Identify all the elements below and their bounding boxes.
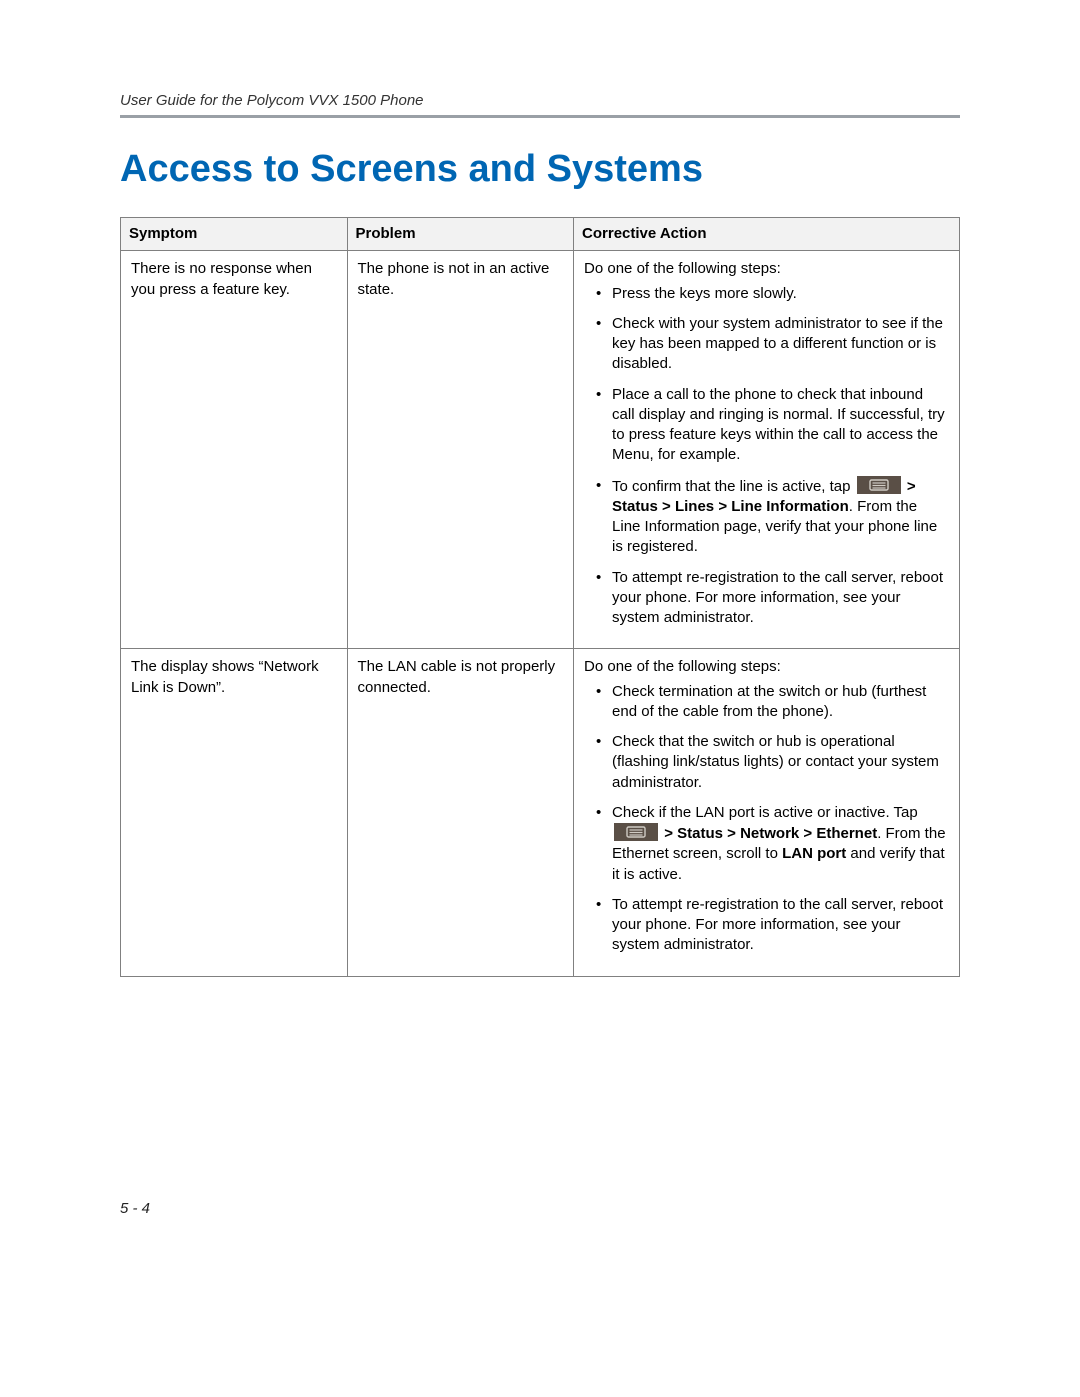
action-intro: Do one of the following steps: [584,657,949,677]
menu-icon [857,476,901,494]
page-number: 5 - 4 [120,1200,150,1217]
troubleshoot-table: Symptom Problem Corrective Action There … [120,217,960,977]
header-rule [120,115,960,118]
table-row: The display shows “Network Link is Down”… [121,649,960,976]
action-list: Press the keys more slowly. Check with y… [584,284,949,629]
list-item: Check that the switch or hub is operatio… [584,732,949,793]
action-list: Check termination at the switch or hub (… [584,682,949,956]
col-header-action: Corrective Action [574,218,960,251]
col-header-symptom: Symptom [121,218,348,251]
action-intro: Do one of the following steps: [584,259,949,279]
text: To confirm that the line is active, tap [612,478,855,495]
cell-problem: The LAN cable is not properly connected. [347,649,574,976]
list-item: Check with your system administrator to … [584,314,949,375]
list-item: Check if the LAN port is active or inact… [584,803,949,885]
cell-action: Do one of the following steps: Press the… [574,251,960,649]
cell-symptom: The display shows “Network Link is Down”… [121,649,348,976]
cell-action: Do one of the following steps: Check ter… [574,649,960,976]
col-header-problem: Problem [347,218,574,251]
list-item: To confirm that the line is active, tap [584,476,949,558]
list-item: Press the keys more slowly. [584,284,949,304]
table-row: There is no response when you press a fe… [121,251,960,649]
menu-path: > Status > Network > Ethernet [664,825,877,842]
list-item: To attempt re-registration to the call s… [584,895,949,956]
list-item: Check termination at the switch or hub (… [584,682,949,723]
text: Check if the LAN port is active or inact… [612,804,918,821]
page-title: Access to Screens and Systems [120,148,960,191]
running-header: User Guide for the Polycom VVX 1500 Phon… [120,92,960,109]
cell-problem: The phone is not in an active state. [347,251,574,649]
list-item: Place a call to the phone to check that … [584,385,949,466]
list-item: To attempt re-registration to the call s… [584,568,949,629]
cell-symptom: There is no response when you press a fe… [121,251,348,649]
menu-icon [614,823,658,841]
lan-port: LAN port [782,845,846,862]
